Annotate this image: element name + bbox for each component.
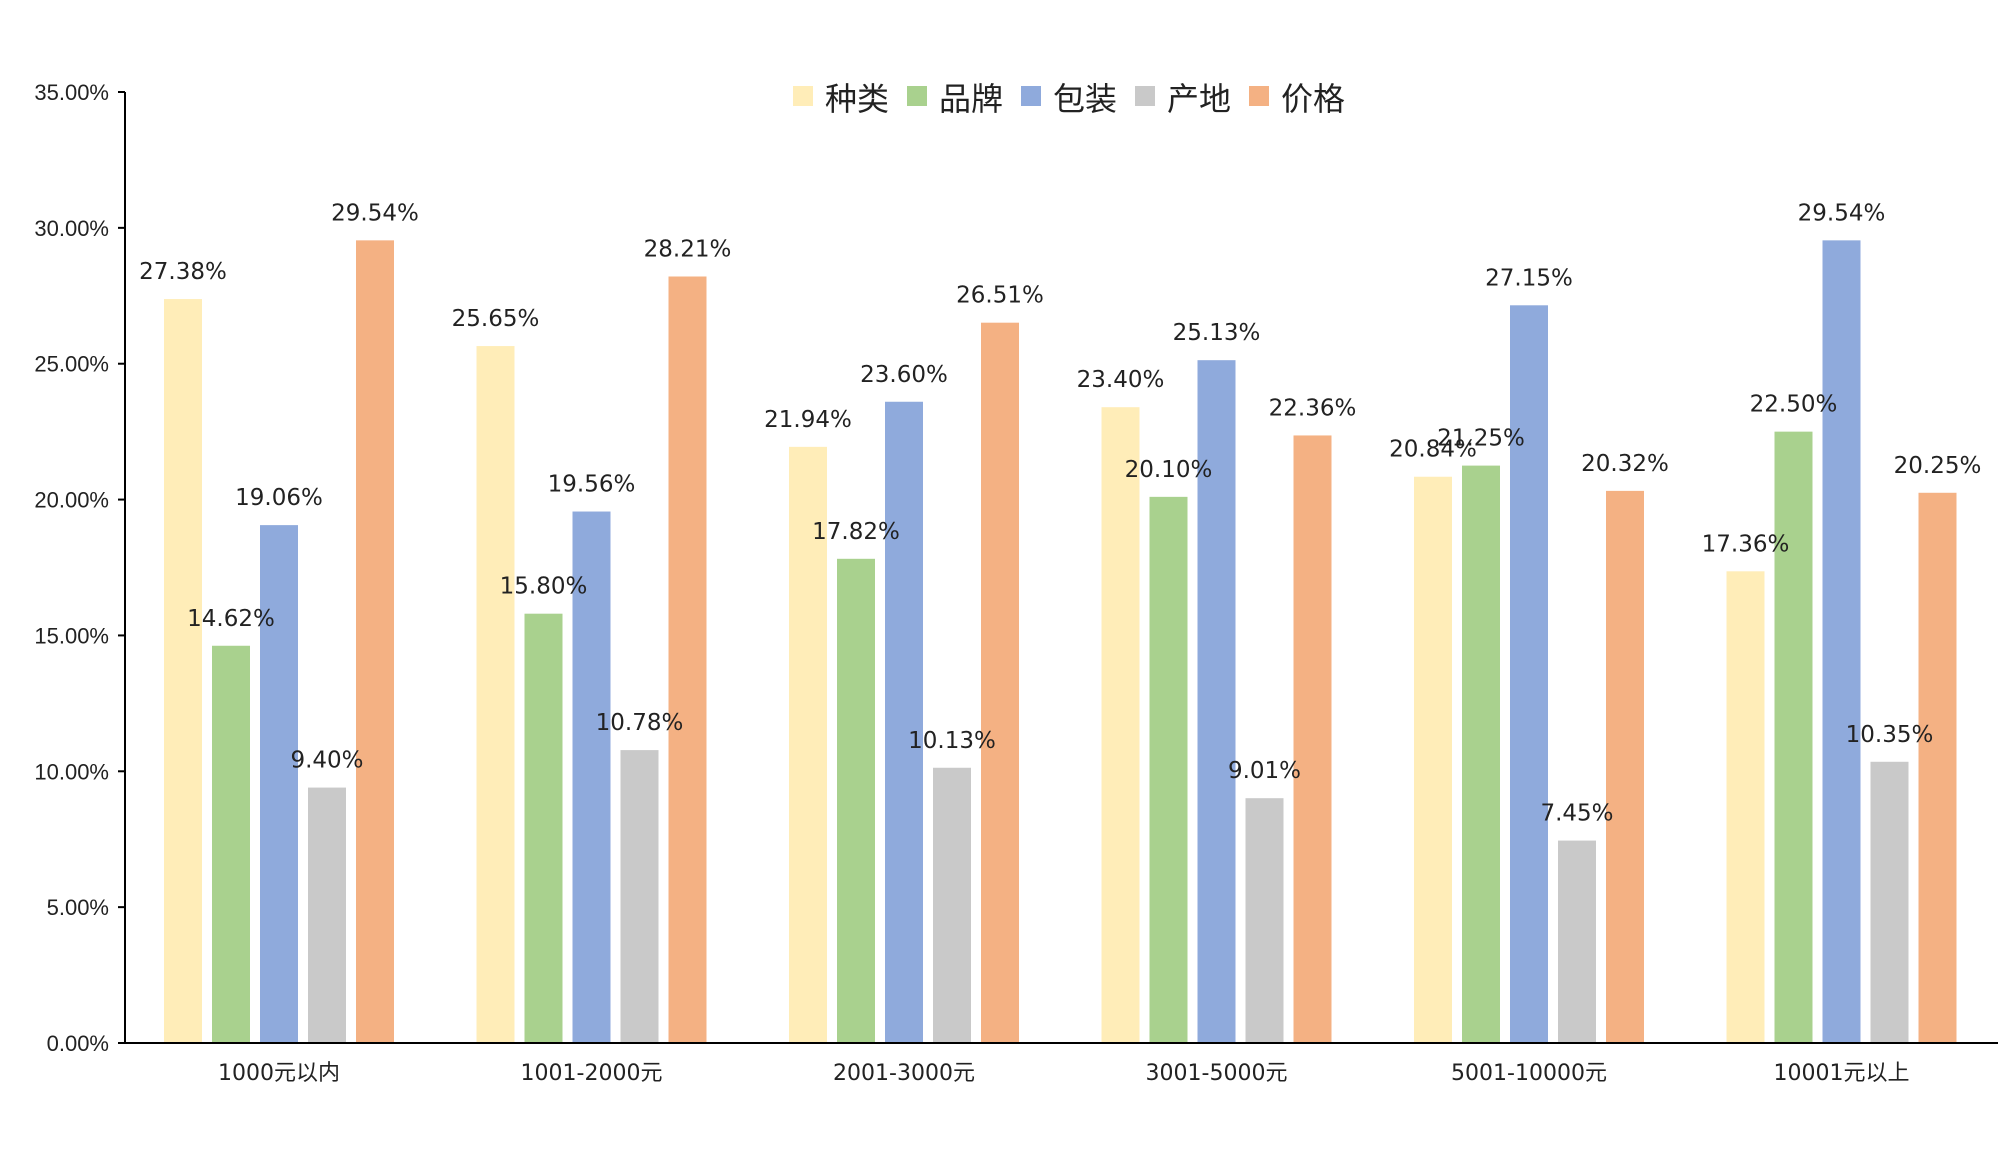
x-category-label: 2001-3000元 xyxy=(833,1061,975,1086)
bar-产地-1001-2000元 xyxy=(620,750,659,1043)
data-label: 21.94% xyxy=(764,407,852,433)
x-category-label: 1001-2000元 xyxy=(521,1061,663,1086)
y-tick-label: 10.00% xyxy=(34,759,109,784)
data-label: 14.62% xyxy=(187,606,275,632)
bar-包装-1000元以内 xyxy=(260,525,298,1043)
data-label: 22.50% xyxy=(1750,392,1838,418)
x-axis: 1000元以内 1001-2000元 2001-3000元 3001-5000元 500… xyxy=(125,1042,1998,1086)
bars xyxy=(164,240,1957,1044)
bar-价格-10001元以上 xyxy=(1918,492,1957,1043)
data-label: 26.51% xyxy=(956,283,1044,309)
data-label: 9.01% xyxy=(1228,758,1301,784)
legend-swatch xyxy=(793,86,813,106)
data-label: 28.21% xyxy=(644,236,732,262)
y-axis: 0.00% 5.00% 10.00% 15.00% 20.00% 25.00% 30.00%… xyxy=(34,80,126,1056)
data-label: 27.15% xyxy=(1485,265,1573,291)
legend-label: 种类 xyxy=(825,80,889,118)
bar-产地-10001元以上 xyxy=(1870,761,1909,1043)
bar-种类-1001-2000元 xyxy=(476,346,515,1043)
x-category-label: 10001元以上 xyxy=(1774,1061,1910,1086)
y-tick-label: 30.00% xyxy=(34,216,109,241)
legend: 种类 品牌 包装 产地 价格 xyxy=(793,80,1345,118)
data-label: 25.65% xyxy=(452,306,540,332)
bar-产地-5001-10000元 xyxy=(1558,840,1596,1043)
legend-label: 产地 xyxy=(1167,80,1231,118)
data-label: 10.35% xyxy=(1846,722,1934,748)
data-label: 29.54% xyxy=(331,200,419,226)
data-label: 21.25% xyxy=(1437,426,1525,452)
bar-价格-5001-10000元 xyxy=(1606,490,1644,1043)
bar-价格-3001-5000元 xyxy=(1293,435,1332,1043)
bar-包装-1001-2000元 xyxy=(572,511,611,1043)
data-labels: 27.38% 14.62% 19.06% 9.40% 29.54% 25.65% 15.80… xyxy=(139,200,1981,826)
bar-种类-5001-10000元 xyxy=(1414,476,1452,1043)
legend-label: 包装 xyxy=(1053,80,1117,118)
data-label: 19.06% xyxy=(235,485,323,511)
data-label: 23.60% xyxy=(860,362,948,388)
legend-swatch xyxy=(1135,86,1155,106)
bar-包装-3001-5000元 xyxy=(1197,360,1236,1043)
bar-种类-10001元以上 xyxy=(1726,571,1765,1043)
bar-品牌-1001-2000元 xyxy=(524,613,563,1043)
bar-价格-1001-2000元 xyxy=(668,276,707,1043)
data-label: 10.13% xyxy=(908,728,996,754)
bar-产地-3001-5000元 xyxy=(1245,798,1284,1043)
data-label: 19.56% xyxy=(548,472,636,498)
data-label: 7.45% xyxy=(1540,801,1613,827)
y-tick-label: 20.00% xyxy=(34,488,109,513)
bar-种类-1000元以内 xyxy=(164,299,202,1044)
legend-swatch xyxy=(907,86,927,106)
bar-包装-5001-10000元 xyxy=(1510,305,1548,1043)
x-category-label: 3001-5000元 xyxy=(1146,1061,1288,1086)
bar-种类-3001-5000元 xyxy=(1101,407,1140,1043)
data-label: 25.13% xyxy=(1173,320,1261,346)
bar-品牌-3001-5000元 xyxy=(1149,496,1188,1044)
legend-swatch xyxy=(1249,86,1269,106)
data-label: 10.78% xyxy=(596,710,684,736)
data-label: 15.80% xyxy=(500,574,588,600)
bar-种类-2001-3000元 xyxy=(789,446,827,1043)
bar-价格-2001-3000元 xyxy=(981,322,1019,1043)
bar-价格-1000元以内 xyxy=(356,240,394,1043)
data-label: 23.40% xyxy=(1077,367,1165,393)
data-label: 20.25% xyxy=(1894,453,1982,479)
y-tick-label: 0.00% xyxy=(47,1031,109,1056)
y-tick-label: 15.00% xyxy=(34,623,109,648)
data-label: 29.54% xyxy=(1798,200,1886,226)
bar-产地-1000元以内 xyxy=(308,787,346,1043)
y-tick-label: 25.00% xyxy=(34,352,109,377)
bar-品牌-1000元以内 xyxy=(212,645,250,1043)
legend-label: 价格 xyxy=(1281,80,1345,118)
data-label: 20.10% xyxy=(1125,457,1213,483)
data-label: 20.84% xyxy=(1389,437,1477,463)
y-tick-label: 35.00% xyxy=(34,80,109,105)
legend-label: 品牌 xyxy=(939,80,1003,118)
data-label: 17.82% xyxy=(812,519,900,545)
x-category-label: 1000元以内 xyxy=(218,1061,340,1086)
bar-产地-2001-3000元 xyxy=(933,767,971,1043)
bar-品牌-2001-3000元 xyxy=(837,558,875,1043)
bar-包装-2001-3000元 xyxy=(885,401,923,1043)
legend-swatch xyxy=(1021,86,1041,106)
data-label: 20.32% xyxy=(1581,451,1669,477)
y-tick-label: 5.00% xyxy=(47,895,109,920)
bar-包装-10001元以上 xyxy=(1822,240,1861,1043)
data-label: 22.36% xyxy=(1269,395,1357,421)
data-label: 17.36% xyxy=(1702,531,1790,557)
data-label: 27.38% xyxy=(139,259,227,285)
bar-品牌-10001元以上 xyxy=(1774,431,1813,1044)
data-label: 9.40% xyxy=(290,748,363,774)
x-category-label: 5001-10000元 xyxy=(1451,1061,1607,1086)
bar-品牌-5001-10000元 xyxy=(1462,465,1500,1043)
